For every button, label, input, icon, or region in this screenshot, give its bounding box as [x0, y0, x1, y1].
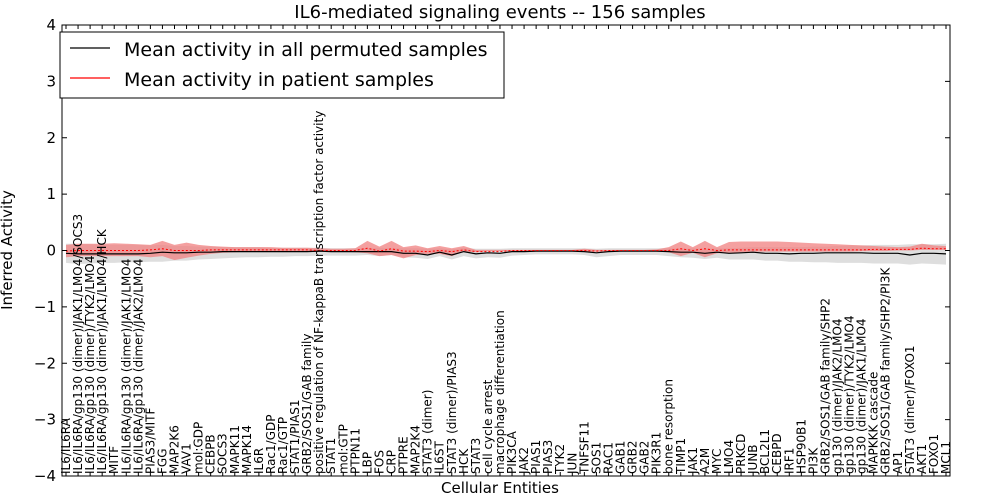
- x-category-label: PTPRE: [397, 436, 411, 474]
- bands: [66, 240, 946, 265]
- x-category-label: STAT3 (dimer)/FOXO1: [903, 345, 917, 474]
- x-category-label: LMO4: [722, 440, 736, 474]
- x-category-label: HSP90B1: [794, 419, 808, 474]
- y-tick-label: 0: [46, 242, 56, 260]
- x-category-label: PRKCD: [734, 434, 748, 474]
- x-category-label: GRB2: [626, 440, 640, 474]
- x-category-label: Rac1/GDP: [264, 415, 278, 474]
- x-category-label: gp130 (dimer)/TYK2/LMO4: [843, 315, 857, 474]
- band-patient: [66, 240, 946, 261]
- x-category-label: cell cycle arrest: [481, 379, 495, 474]
- x-category-label: TYK2: [553, 444, 567, 475]
- x-category-label: IRF1: [782, 448, 796, 474]
- y-axis: 4 3 2 1 0 −1 −2 −3 −4: [34, 16, 950, 485]
- x-category-label: MAPK14: [240, 425, 254, 474]
- x-category-label: PIAS3: [541, 440, 555, 474]
- x-category-label: IL6/IL6RA/gp130 (dimer)/JAK1/LMO4: [119, 259, 133, 474]
- x-category-label: CEBPB: [204, 434, 218, 474]
- x-category-label: gp130 (dimer)/JAK2/LMO4: [831, 318, 845, 474]
- x-category-label: BCL2L1: [758, 429, 772, 474]
- x-category-label: CRP: [385, 450, 399, 474]
- y-tick-label: 1: [46, 185, 56, 203]
- x-category-label: TNFSF11: [577, 421, 591, 475]
- x-category-label: JUN: [565, 453, 579, 475]
- x-category-label: IL6/IL6RA/gp130 (dimer)/JAK1/LMO4/SOCS3: [71, 214, 85, 474]
- x-category-label: SOS1: [589, 442, 603, 474]
- x-category-label: STAT3 (dimer): [421, 390, 435, 474]
- x-category-label: mol:GDP: [192, 422, 206, 474]
- x-category-label: VAV1: [180, 443, 194, 474]
- y-tick-label: 4: [46, 16, 56, 34]
- x-category-label: MITF: [107, 446, 121, 474]
- x-category-label: GRB2/SOS1/GAB family/SHP2: [819, 298, 833, 474]
- x-category-label: IL6ST: [433, 441, 447, 474]
- legend-box: [59, 31, 505, 99]
- legend-label-patient: Mean activity in patient samples: [124, 69, 434, 91]
- x-category-label: PIAS3/MITF: [143, 407, 157, 474]
- y-axis-title: Inferred Activity: [0, 190, 16, 310]
- x-category-label: GRB2/SOS1/GAB family/SHP2/PI3K: [879, 266, 893, 474]
- x-category-label: FOS: [372, 450, 386, 474]
- x-category-label: MAP2K6: [168, 425, 182, 474]
- x-category-label: GAB1: [614, 441, 628, 474]
- x-category-label: STAT1: [324, 438, 338, 474]
- x-category-label: PIK3CA: [505, 430, 519, 474]
- x-category-label: MYC: [710, 449, 724, 474]
- line-permuted-mean: [65, 250, 947, 256]
- x-category-label: IL6R: [252, 448, 266, 474]
- x-category-label: AP1: [891, 451, 905, 474]
- x-category-label: MAPK11: [228, 425, 242, 474]
- x-category-label: IL6/IL6RA: [59, 417, 73, 474]
- x-category-label: FGG: [155, 449, 169, 475]
- x-category-label: JUNB: [746, 444, 760, 475]
- x-category-label: JAK1: [686, 447, 700, 475]
- x-category-label: Rac1/GTP: [276, 417, 290, 474]
- x-category-label: MAP2K4: [409, 425, 423, 474]
- x-category-label: PI3K: [806, 447, 820, 474]
- x-category-label: A2M: [698, 448, 712, 474]
- y-tick-label: −3: [34, 411, 56, 429]
- x-category-label: macrophage differentiation: [493, 310, 507, 474]
- series-lines: [65, 247, 947, 256]
- x-category-label: STAT3: [469, 438, 483, 474]
- x-category-label: JAK2: [517, 447, 531, 475]
- y-tick-label: 2: [46, 129, 56, 147]
- chart-title: IL6-mediated signaling events -- 156 sam…: [294, 2, 705, 23]
- x-category-label: PIAS1: [529, 440, 543, 474]
- legend-label-permuted: Mean activity in all permuted samples: [124, 39, 487, 61]
- x-category-label: IL6/IL6RA/gp130 (dimer)/JAK2/LMO4: [131, 259, 145, 474]
- x-category-label: MCL1: [939, 441, 953, 474]
- y-tick-label: −1: [34, 298, 56, 316]
- x-category-label: positive regulation of NF-kappaB transcr…: [312, 111, 326, 474]
- x-category-label: GRB2/SOS1/GAB family: [300, 334, 314, 475]
- x-category-label: PIK3R1: [650, 432, 664, 474]
- y-tick-label: 3: [46, 72, 56, 90]
- x-category-label: gp130 (dimer)/JAK1/LMO4: [855, 318, 869, 474]
- line-patient-mean: [65, 247, 946, 253]
- x-category-label: RAC1: [602, 442, 616, 474]
- legend: Mean activity in all permuted samples Me…: [59, 31, 505, 99]
- x-category-label: FOXO1: [927, 434, 941, 474]
- x-category-label: CEBPD: [770, 433, 784, 474]
- x-category-label: STAT3 (dimer)/PIAS3: [445, 351, 459, 474]
- x-category-label: TIMP1: [674, 438, 688, 475]
- x-category-label: SOCS3: [216, 433, 230, 474]
- x-category-label: LBP: [360, 452, 374, 474]
- x-category-label: IL6/IL6RA/gp130 (dimer)/JAK1/LMO4/HCK: [95, 228, 109, 474]
- x-category-label: PTPN11: [348, 428, 362, 474]
- y-tick-label: −4: [34, 467, 56, 485]
- x-category-label: AKT1: [915, 444, 929, 474]
- y-tick-label: −2: [34, 354, 56, 372]
- x-category-label: mol:GTP: [336, 424, 350, 474]
- x-category-label: IL6/IL6RA/gp130 (dimer)/TYK2/LMO4: [83, 255, 97, 474]
- x-category-label: GAB2: [638, 441, 652, 474]
- x-category-label: bone resorption: [662, 379, 676, 474]
- x-category-label: MAPKKK cascade: [867, 372, 881, 474]
- x-category-label: STAT1/PIAS1: [288, 399, 302, 474]
- x-category-label: HCK: [457, 448, 471, 474]
- x-axis-title: Cellular Entities: [441, 479, 559, 497]
